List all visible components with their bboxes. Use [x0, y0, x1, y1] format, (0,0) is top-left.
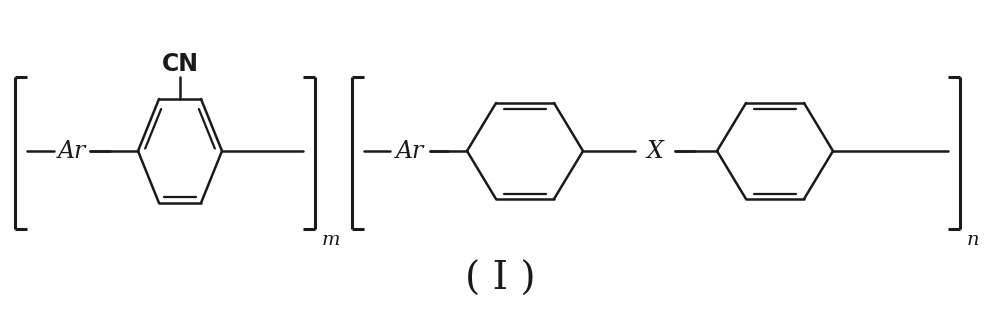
Text: Ar: Ar: [58, 139, 86, 163]
Text: CN: CN: [162, 52, 199, 76]
Text: m: m: [322, 231, 341, 249]
Text: ( I ): ( I ): [465, 260, 535, 298]
Text: Ar: Ar: [396, 139, 424, 163]
Text: n: n: [967, 231, 980, 249]
Text: X: X: [647, 139, 663, 163]
